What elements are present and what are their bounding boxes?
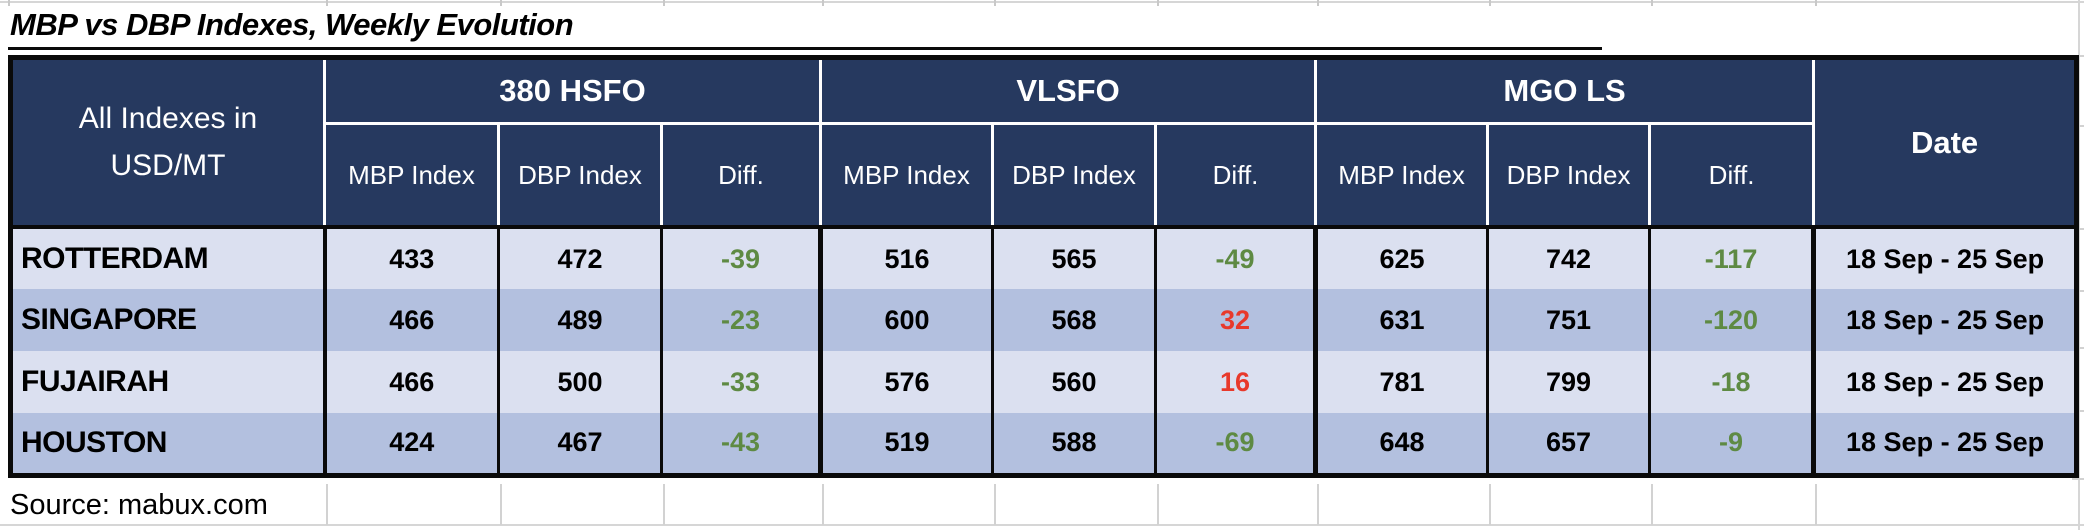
vlsfo-mbp-cell: 576	[820, 351, 995, 413]
hsfo-diff-cell: -43	[661, 413, 824, 475]
mgo-mbp-cell: 648	[1315, 413, 1490, 475]
sub-header-mbp: MBP Index	[820, 123, 995, 229]
vlsfo-diff-cell: 32	[1155, 289, 1319, 351]
mgo-mbp-cell: 625	[1315, 227, 1490, 289]
hsfo-dbp-cell: 489	[498, 289, 663, 351]
title-underline: MBP vs DBP Indexes, Weekly Evolution	[8, 2, 1602, 50]
hsfo-diff-cell: -39	[661, 227, 824, 289]
indexes-table: All Indexes in USD/MT 380 HSFO VLSFO MGO…	[8, 55, 2080, 478]
mgo-mbp-cell: 781	[1315, 351, 1490, 413]
mgo-diff-cell: -18	[1649, 351, 1817, 413]
mgo-diff-cell: -9	[1649, 413, 1817, 475]
hsfo-dbp-cell: 472	[498, 227, 663, 289]
hsfo-diff-cell: -33	[661, 351, 824, 413]
port-cell: ROTTERDAM	[10, 227, 327, 289]
hsfo-mbp-cell: 466	[324, 289, 500, 351]
sub-header-mbp: MBP Index	[324, 123, 500, 229]
sub-header-diff: Diff.	[661, 123, 823, 229]
hsfo-mbp-cell: 424	[324, 413, 500, 475]
port-cell: HOUSTON	[10, 413, 327, 475]
hsfo-dbp-cell: 467	[498, 413, 663, 475]
date-header: Date	[1813, 57, 2077, 229]
corner-header: All Indexes in USD/MT	[10, 57, 326, 229]
mgo-dbp-cell: 751	[1487, 289, 1652, 351]
hsfo-mbp-cell: 433	[324, 227, 500, 289]
group-header-380-hsfo: 380 HSFO	[324, 57, 823, 125]
hsfo-diff-cell: -23	[661, 289, 824, 351]
mgo-diff-cell: -120	[1649, 289, 1817, 351]
page-title: MBP vs DBP Indexes, Weekly Evolution	[10, 7, 574, 42]
vlsfo-mbp-cell: 519	[820, 413, 995, 475]
date-cell: 18 Sep - 25 Sep	[1813, 227, 2077, 289]
table-row-singapore: SINGAPORE 466 489 -23 600 568 32 631 751…	[10, 289, 2077, 351]
port-cell: SINGAPORE	[10, 289, 327, 351]
source-text: Source: mabux.com	[10, 489, 268, 521]
vlsfo-diff-cell: -49	[1155, 227, 1319, 289]
group-header-vlsfo: VLSFO	[820, 57, 1318, 125]
vlsfo-dbp-cell: 565	[992, 227, 1158, 289]
sub-header-dbp: DBP Index	[498, 123, 663, 229]
hsfo-mbp-cell: 466	[324, 351, 500, 413]
table-row-rotterdam: ROTTERDAM 433 472 -39 516 565 -49 625 74…	[10, 227, 2077, 289]
mgo-dbp-cell: 799	[1487, 351, 1652, 413]
mgo-dbp-cell: 742	[1487, 227, 1652, 289]
group-header-mgo-ls: MGO LS	[1315, 57, 1816, 125]
grid-line-bottom	[0, 524, 2084, 526]
mgo-dbp-cell: 657	[1487, 413, 1652, 475]
port-cell: FUJAIRAH	[10, 351, 327, 413]
table-row-fujairah: FUJAIRAH 466 500 -33 576 560 16 781 799 …	[10, 351, 2077, 413]
vlsfo-dbp-cell: 560	[992, 351, 1158, 413]
mbp-dbp-table: All Indexes in USD/MT 380 HSFO VLSFO MGO…	[8, 55, 2080, 478]
vlsfo-dbp-cell: 568	[992, 289, 1158, 351]
vlsfo-mbp-cell: 516	[820, 227, 995, 289]
vlsfo-dbp-cell: 588	[992, 413, 1158, 475]
vlsfo-diff-cell: 16	[1155, 351, 1319, 413]
date-cell: 18 Sep - 25 Sep	[1813, 351, 2077, 413]
sub-header-diff: Diff.	[1649, 123, 1816, 229]
header-group-row: All Indexes in USD/MT 380 HSFO VLSFO MGO…	[10, 57, 2077, 229]
header-sub-row: MBP Index DBP Index Diff. MBP Index DBP …	[11, 123, 2077, 229]
sub-header-dbp: DBP Index	[1487, 123, 1652, 229]
mgo-mbp-cell: 631	[1315, 289, 1490, 351]
sub-header-mbp: MBP Index	[1315, 123, 1490, 229]
date-cell: 18 Sep - 25 Sep	[1813, 289, 2077, 351]
hsfo-dbp-cell: 500	[498, 351, 663, 413]
sub-header-diff: Diff.	[1155, 123, 1318, 229]
date-cell: 18 Sep - 25 Sep	[1813, 413, 2077, 475]
grid-line-top	[0, 1, 2084, 3]
sub-header-dbp: DBP Index	[992, 123, 1158, 229]
vlsfo-mbp-cell: 600	[820, 289, 995, 351]
mgo-diff-cell: -117	[1649, 227, 1817, 289]
vlsfo-diff-cell: -69	[1155, 413, 1319, 475]
table-row-houston: HOUSTON 424 467 -43 519 588 -69 648 657 …	[10, 413, 2077, 475]
